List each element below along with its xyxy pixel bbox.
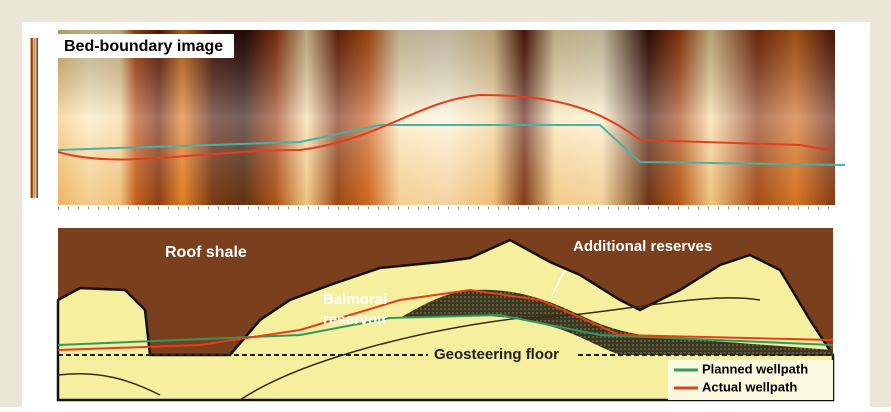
color-scale [30,38,38,198]
floor-label: Geosteering floor [434,346,559,363]
legend-label: Actual wellpath [702,379,797,394]
reservoir-label: Balmoral [323,291,387,308]
additional-reserves-label: Additional reserves [573,238,712,255]
page: Bed-boundary image Roof shale Balmoral r… [0,0,891,412]
reservoir-label: reservoir [323,311,387,328]
image-title: Bed-boundary image [64,38,223,55]
legend-label: Planned wellpath [702,361,808,376]
figure: Bed-boundary image Roof shale Balmoral r… [0,0,891,407]
roof-shale-label: Roof shale [165,244,247,261]
